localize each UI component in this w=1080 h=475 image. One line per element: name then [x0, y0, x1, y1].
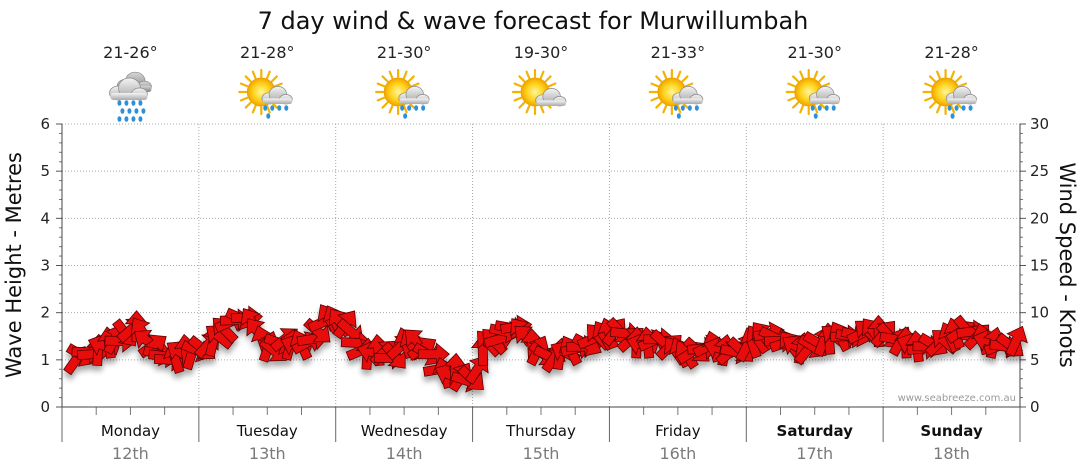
left-tick-label: 2 — [40, 304, 50, 322]
day-temperature: 21-30° — [787, 43, 842, 62]
day-date: 12th — [112, 444, 149, 463]
day-temperature: 21-33° — [651, 43, 706, 62]
day-date: 13th — [249, 444, 286, 463]
day-temperature: 21-28° — [240, 43, 295, 62]
grid-lines — [62, 123, 1020, 407]
day-date: 18th — [933, 444, 970, 463]
day-date: 15th — [523, 444, 560, 463]
day-date: 14th — [386, 444, 423, 463]
day-name: Tuesday — [236, 422, 298, 440]
day-temperature: 19-30° — [514, 43, 569, 62]
axes: 0 1 2 3 4 5 6 0 5 10 15 20 25 30 — [40, 115, 1049, 442]
day-name: Saturday — [777, 422, 854, 440]
left-tick-label: 4 — [40, 209, 50, 227]
day-name: Monday — [101, 422, 160, 440]
right-tick-label: 15 — [1030, 257, 1049, 275]
day-temperature: 21-28° — [924, 43, 979, 62]
right-tick-label: 25 — [1030, 162, 1049, 180]
left-tick-label: 0 — [40, 398, 50, 416]
partly-cloudy-icon — [511, 68, 567, 116]
sun-showers-icon — [785, 68, 841, 119]
right-tick-label: 0 — [1030, 398, 1040, 416]
right-tick-label: 5 — [1030, 351, 1040, 369]
sun-showers-icon — [922, 68, 977, 119]
right-axis-label: Wind Speed - Knots — [1055, 162, 1079, 367]
day-name: Sunday — [920, 422, 983, 440]
day-date: 17th — [796, 444, 833, 463]
day-name: Thursday — [505, 422, 576, 440]
left-tick-label: 5 — [40, 162, 50, 180]
sun-showers-icon — [375, 68, 430, 119]
wind-arrow — [1005, 325, 1028, 358]
wind-arrows — [63, 304, 1028, 393]
right-tick-label: 20 — [1030, 209, 1049, 227]
day-name: Friday — [655, 422, 701, 440]
right-tick-label: 10 — [1030, 304, 1049, 322]
left-tick-label: 3 — [40, 257, 50, 275]
left-tick-label: 1 — [40, 351, 50, 369]
right-tick-label: 30 — [1030, 115, 1049, 133]
x-axis-labels: Monday 12th Tuesday 13th Wednesday 14th Thursd… — [101, 422, 983, 463]
rain-cloud-icon — [109, 71, 152, 122]
left-tick-label: 6 — [40, 115, 50, 133]
credit-text: www.seabreeze.com.au — [898, 393, 1016, 404]
day-name: Wednesday — [361, 422, 448, 440]
chart-title: 7 day wind & wave forecast for Murwillum… — [258, 7, 809, 35]
sun-showers-icon — [238, 68, 293, 119]
day-headers: 21-26° 21-28° 21-30° 19-30° 21-33° 21-30° 21-2… — [103, 43, 979, 122]
sun-showers-icon — [648, 68, 704, 119]
left-axis-label: Wave Height - Metres — [2, 152, 26, 378]
day-temperature: 21-30° — [377, 43, 432, 62]
day-temperature: 21-26° — [103, 43, 158, 62]
day-date: 16th — [659, 444, 696, 463]
